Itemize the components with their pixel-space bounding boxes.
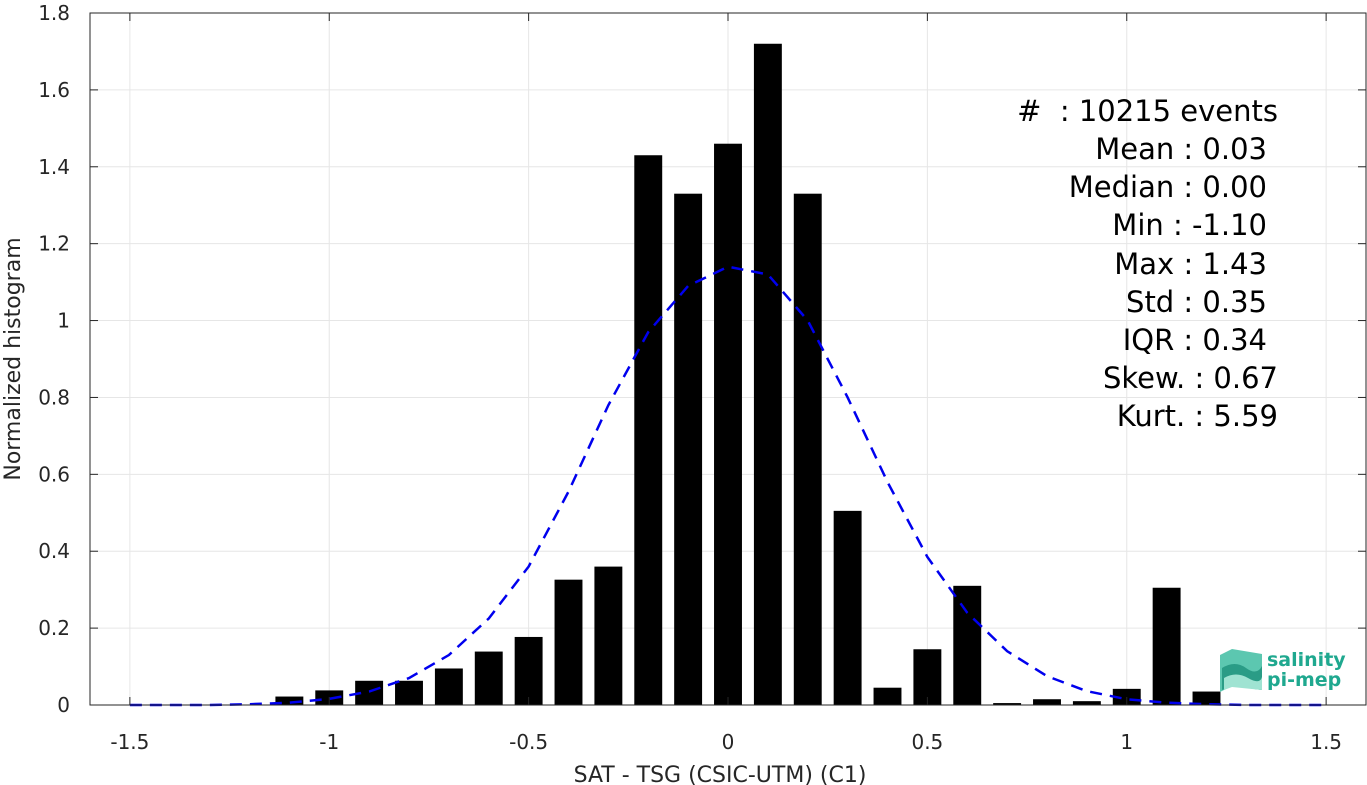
histogram-bar xyxy=(714,143,742,705)
histogram-bar xyxy=(474,651,503,705)
logo-line2: pi-mep xyxy=(1267,669,1341,691)
stats-count: # : 10215 events xyxy=(1017,94,1278,128)
y-tick-label: 0.2 xyxy=(38,616,70,640)
stats-kurt: Kurt. : 5.59 xyxy=(1117,399,1278,433)
x-tick-label: -1.5 xyxy=(110,730,149,754)
histogram-bar xyxy=(753,43,782,705)
histogram-bar xyxy=(514,636,543,705)
histogram-bar xyxy=(674,193,703,705)
x-tick-label: 0 xyxy=(722,730,735,754)
x-tick-label: -0.5 xyxy=(509,730,548,754)
x-tick-label: 1.5 xyxy=(1310,730,1342,754)
y-tick-label: 0.8 xyxy=(38,385,70,409)
histogram-bar xyxy=(634,155,663,705)
x-tick-label: 1 xyxy=(1120,730,1133,754)
stats-skew: Skew. : 0.67 xyxy=(1103,361,1278,395)
stats-box: # : 10215 events Mean : 0.03 Median : 0.… xyxy=(1017,94,1278,433)
histogram-bar xyxy=(1192,691,1221,705)
y-tick-label: 0.4 xyxy=(38,539,70,563)
histogram-bar xyxy=(395,680,423,705)
salinity-pi-mep-logo: salinity pi-mep xyxy=(1220,649,1346,692)
logo-line1: salinity xyxy=(1267,649,1346,671)
x-axis-label: SAT - TSG (CSIC-UTM) (C1) xyxy=(574,763,867,785)
x-axis-ticks: -1.5 -1 -0.5 0 0.5 1 1.5 xyxy=(110,13,1342,754)
stats-mean: Mean : 0.03 xyxy=(1095,132,1267,166)
histogram-bar xyxy=(833,510,862,705)
histogram-bar xyxy=(873,687,902,705)
histogram-bar xyxy=(993,703,1022,705)
y-tick-label: 1.2 xyxy=(38,232,70,256)
histogram-bar xyxy=(953,585,982,705)
y-tick-label: 1 xyxy=(57,309,70,333)
y-tick-label: 0.6 xyxy=(38,462,70,486)
histogram-bar xyxy=(1072,701,1101,705)
histogram-bar xyxy=(594,566,623,705)
y-tick-label: 1.4 xyxy=(38,155,70,179)
histogram-bar xyxy=(275,696,304,705)
histogram-bar xyxy=(554,579,583,705)
y-tick-label: 0 xyxy=(57,693,70,717)
histogram-bar xyxy=(913,649,942,705)
x-tick-label: 0.5 xyxy=(911,730,943,754)
y-tick-label: 1.6 xyxy=(38,78,70,102)
histogram-bars xyxy=(275,43,1221,705)
x-tick-label: -1 xyxy=(319,730,339,754)
y-axis-ticks: 0 0.2 0.4 0.6 0.8 1 1.2 1.4 1.6 1.8 xyxy=(38,1,1366,717)
histogram-bar xyxy=(1033,699,1061,705)
histogram-bar xyxy=(1152,587,1181,705)
stats-iqr: IQR : 0.34 xyxy=(1123,323,1267,357)
y-axis-label: Normalized histogram xyxy=(1,237,26,480)
histogram-bar xyxy=(434,668,463,705)
salinity-waves-logo-icon xyxy=(1220,649,1262,692)
stats-max: Max : 1.43 xyxy=(1114,247,1267,281)
y-tick-label: 1.8 xyxy=(38,1,70,25)
stats-min: Min : -1.10 xyxy=(1112,208,1267,242)
stats-median: Median : 0.00 xyxy=(1069,170,1267,204)
histogram-bar xyxy=(793,193,822,705)
stats-std: Std : 0.35 xyxy=(1126,285,1267,319)
